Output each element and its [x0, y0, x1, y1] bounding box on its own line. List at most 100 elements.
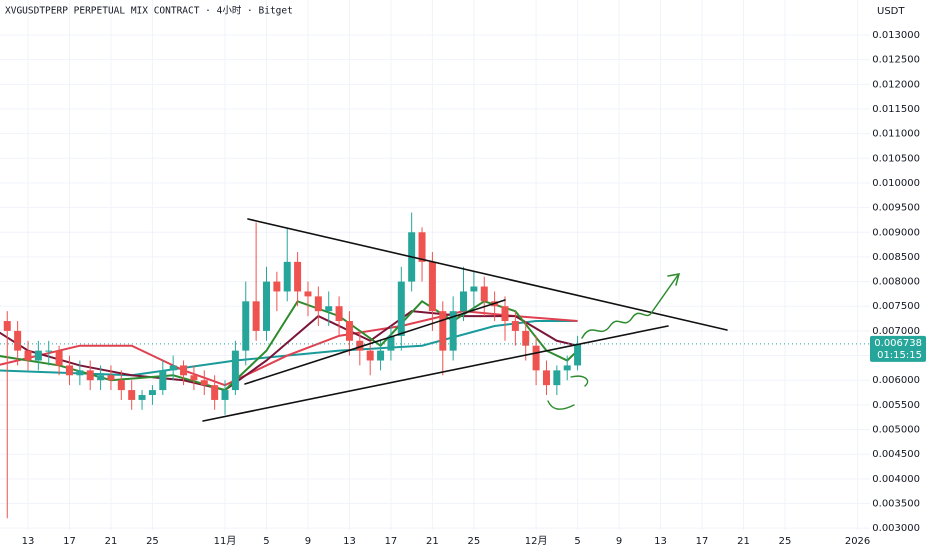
y-tick-label: 0.004500: [872, 449, 920, 460]
candle-body: [283, 261, 291, 292]
y-tick-label: 0.010000: [872, 178, 920, 189]
y-tick-label: 0.004000: [872, 474, 920, 485]
candle-body: [397, 281, 405, 336]
candle-body: [97, 375, 105, 381]
candle-body: [221, 390, 229, 400]
x-tick-label: 13: [343, 536, 356, 547]
candle-body: [252, 301, 260, 331]
x-tick-label: 17: [63, 536, 76, 547]
x-tick-label: 9: [616, 536, 622, 547]
arrow: [547, 400, 575, 410]
forecast-arrow: [581, 274, 679, 339]
candle-body: [169, 365, 177, 371]
candle-body: [304, 291, 312, 297]
candle-body: [117, 380, 125, 391]
candle-body: [439, 311, 447, 351]
arrow: [570, 375, 589, 387]
candle-body: [563, 365, 571, 371]
y-tick-label: 0.005000: [872, 425, 920, 436]
chart-title: XVGUSDTPERP PERPETUAL MIX CONTRACT · 4小时…: [5, 5, 293, 17]
y-tick-label: 0.003000: [872, 523, 920, 534]
candle-body: [148, 390, 156, 396]
candle-body: [542, 370, 550, 386]
candle-body: [480, 286, 488, 302]
drawings: [202, 218, 728, 422]
y-tick-label: 0.011000: [872, 129, 920, 140]
candle-body: [511, 321, 519, 331]
candle-body: [501, 306, 509, 322]
y-tick-label: 0.008500: [872, 252, 920, 263]
countdown: 01:15:15: [877, 350, 922, 361]
y-tick-label: 0.012000: [872, 79, 920, 90]
trendline: [244, 299, 506, 385]
candle-body: [14, 330, 22, 351]
y-tick-label: 0.005500: [872, 400, 920, 411]
candle-body: [325, 306, 333, 312]
candle-body: [138, 395, 146, 400]
candle-body: [200, 380, 208, 386]
candle-body: [107, 375, 115, 381]
y-tick-label: 0.009000: [872, 227, 920, 238]
candle-body: [294, 261, 302, 292]
y-tick-label: 0.006000: [872, 375, 920, 386]
candle-body: [55, 350, 63, 366]
x-tick-label: 17: [385, 536, 398, 547]
candle-body: [211, 385, 219, 400]
y-axis-label: USDT: [877, 6, 905, 17]
candle-body: [366, 350, 374, 361]
candle-body: [262, 281, 270, 331]
x-tick-label: 21: [426, 536, 439, 547]
candle-body: [34, 350, 42, 361]
candle-body: [449, 311, 457, 351]
candle-body: [65, 365, 73, 376]
candle-body: [273, 281, 281, 292]
x-tick-label: 5: [263, 536, 269, 547]
candle-body: [345, 321, 353, 341]
y-tick-label: 0.009500: [872, 203, 920, 214]
candle-body: [128, 390, 136, 400]
candle-body: [470, 286, 478, 292]
moving-average: [0, 310, 578, 392]
candle-body: [159, 370, 167, 391]
x-tick-label: 2026: [845, 536, 870, 547]
candle-body: [418, 232, 426, 262]
y-tick-label: 0.008000: [872, 277, 920, 288]
x-tick-label: 25: [779, 536, 792, 547]
arrow-head: [667, 273, 681, 286]
y-tick-label: 0.011500: [872, 104, 920, 115]
candle-body: [460, 291, 468, 312]
candle-body: [356, 340, 364, 351]
x-tick-label: 13: [654, 536, 667, 547]
price-axis: [870, 0, 932, 550]
last-price-box: [870, 335, 926, 362]
candle-body: [3, 321, 11, 331]
x-tick-label: 13: [22, 536, 35, 547]
candle-body: [574, 343, 582, 366]
candle-body: [387, 335, 395, 351]
last-price-label: 0.006738: [874, 338, 922, 349]
candle-body: [190, 375, 198, 381]
candle-body: [86, 370, 94, 381]
y-tick-label: 0.013000: [872, 30, 920, 41]
candle-body: [553, 370, 561, 386]
x-tick-label: 21: [737, 536, 750, 547]
candle-body: [180, 365, 188, 376]
x-tick-label: 21: [105, 536, 118, 547]
candle-body: [532, 345, 540, 371]
y-tick-label: 0.003500: [872, 499, 920, 510]
candle-body: [242, 301, 250, 351]
moving-average: [0, 310, 578, 387]
candle-body: [45, 350, 53, 352]
x-tick-label: 11月: [214, 535, 237, 547]
candle-body: [24, 350, 32, 361]
x-tick-label: 25: [468, 536, 481, 547]
candle-body: [428, 261, 436, 312]
candle-body: [377, 350, 385, 361]
y-tick-label: 0.007000: [872, 326, 920, 337]
x-tick-label: 5: [574, 536, 580, 547]
y-tick-label: 0.012500: [872, 55, 920, 66]
candle-body: [335, 306, 343, 322]
x-tick-label: 25: [146, 536, 159, 547]
candle-body: [231, 350, 239, 391]
x-tick-label: 12月: [525, 535, 548, 547]
